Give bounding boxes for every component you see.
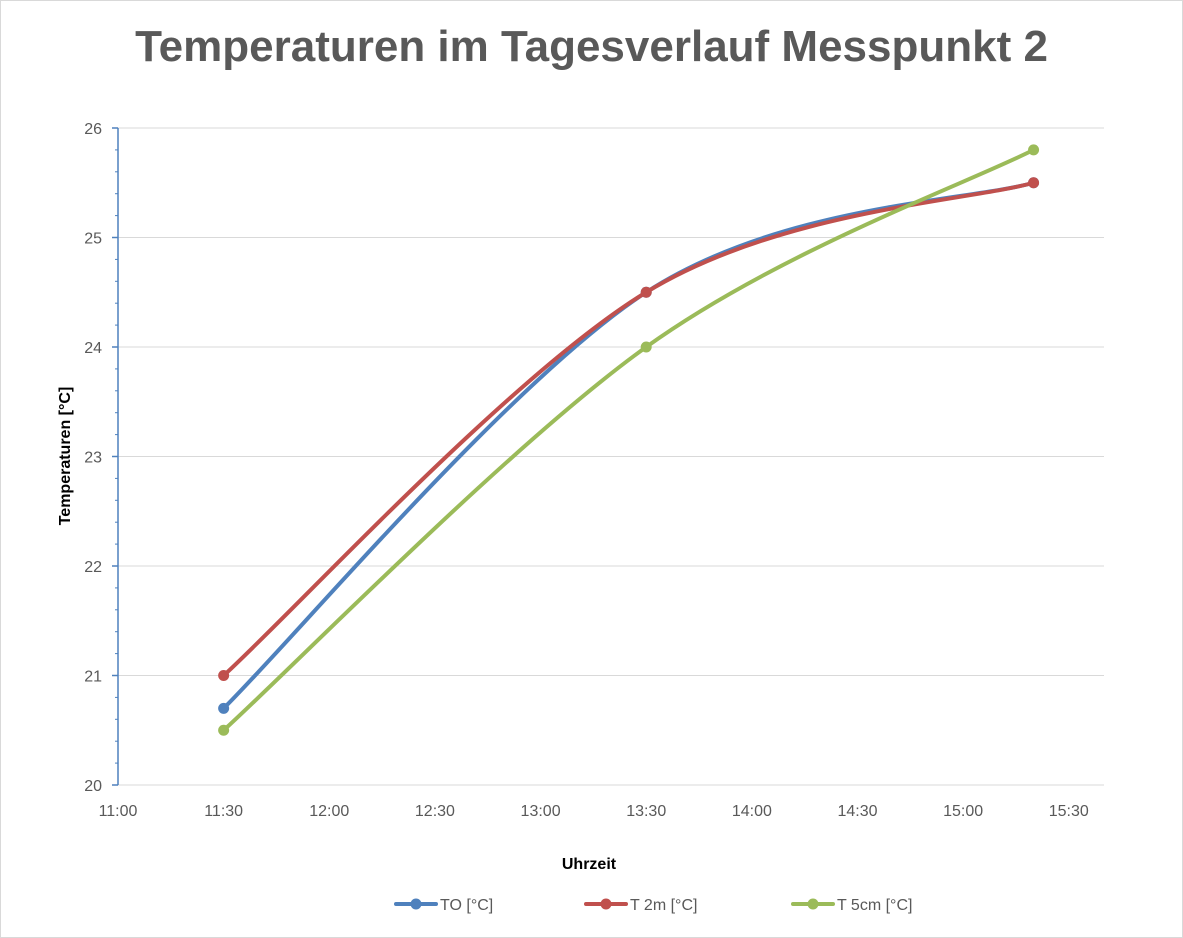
y-tick-label: 21 xyxy=(84,669,102,686)
y-axis-title: Temperaturen [°C] xyxy=(57,387,74,526)
x-tick-label: 15:30 xyxy=(1049,803,1089,820)
y-tick-label: 25 xyxy=(84,231,102,248)
data-point xyxy=(1028,144,1040,156)
x-axis-title: Uhrzeit xyxy=(562,856,617,873)
legend-label: T 5cm [°C] xyxy=(837,897,912,914)
x-tick-label: 14:30 xyxy=(837,803,877,820)
legend-marker xyxy=(410,898,422,910)
x-tick-label: 12:00 xyxy=(309,803,349,820)
axes: 20 21 22 23 24 25 26 11:00 11:30 12:00 12:30 13:00 1… xyxy=(84,121,1104,820)
y-tick-label: 24 xyxy=(84,340,102,357)
y-tick-label: 26 xyxy=(84,121,102,138)
data-point xyxy=(218,670,230,681)
data-point xyxy=(218,724,230,736)
legend-marker xyxy=(600,898,612,910)
y-tick-label: 20 xyxy=(84,778,102,795)
x-tick-label: 13:30 xyxy=(626,803,666,820)
x-tick-label: 15:00 xyxy=(943,803,983,820)
legend-label: T 2m [°C] xyxy=(630,897,697,914)
y-tick-label: 22 xyxy=(84,559,102,576)
series-line-3 xyxy=(221,147,1036,733)
data-point xyxy=(218,702,230,714)
legend-marker xyxy=(807,898,819,910)
series xyxy=(218,144,1040,736)
series-line-1 xyxy=(221,180,1036,711)
legend-label: TO [°C] xyxy=(440,897,493,914)
x-tick-label: 11:30 xyxy=(204,803,243,820)
data-point xyxy=(640,286,652,298)
x-tick-label: 12:30 xyxy=(415,803,455,820)
gridlines xyxy=(118,127,1104,676)
legend: TO [°C] T 2m [°C] T 5cm [°C] xyxy=(394,897,912,914)
data-point xyxy=(1028,177,1040,189)
x-tick-label: 14:00 xyxy=(732,803,772,820)
chart-title: Temperaturen im Tagesverlauf Messpunkt 2 xyxy=(135,22,1048,71)
x-tick-label: 11:00 xyxy=(99,803,138,820)
series-line-2 xyxy=(221,180,1036,678)
data-point xyxy=(640,341,652,353)
x-tick-label: 13:00 xyxy=(521,803,561,820)
y-tick-label: 23 xyxy=(84,450,102,467)
